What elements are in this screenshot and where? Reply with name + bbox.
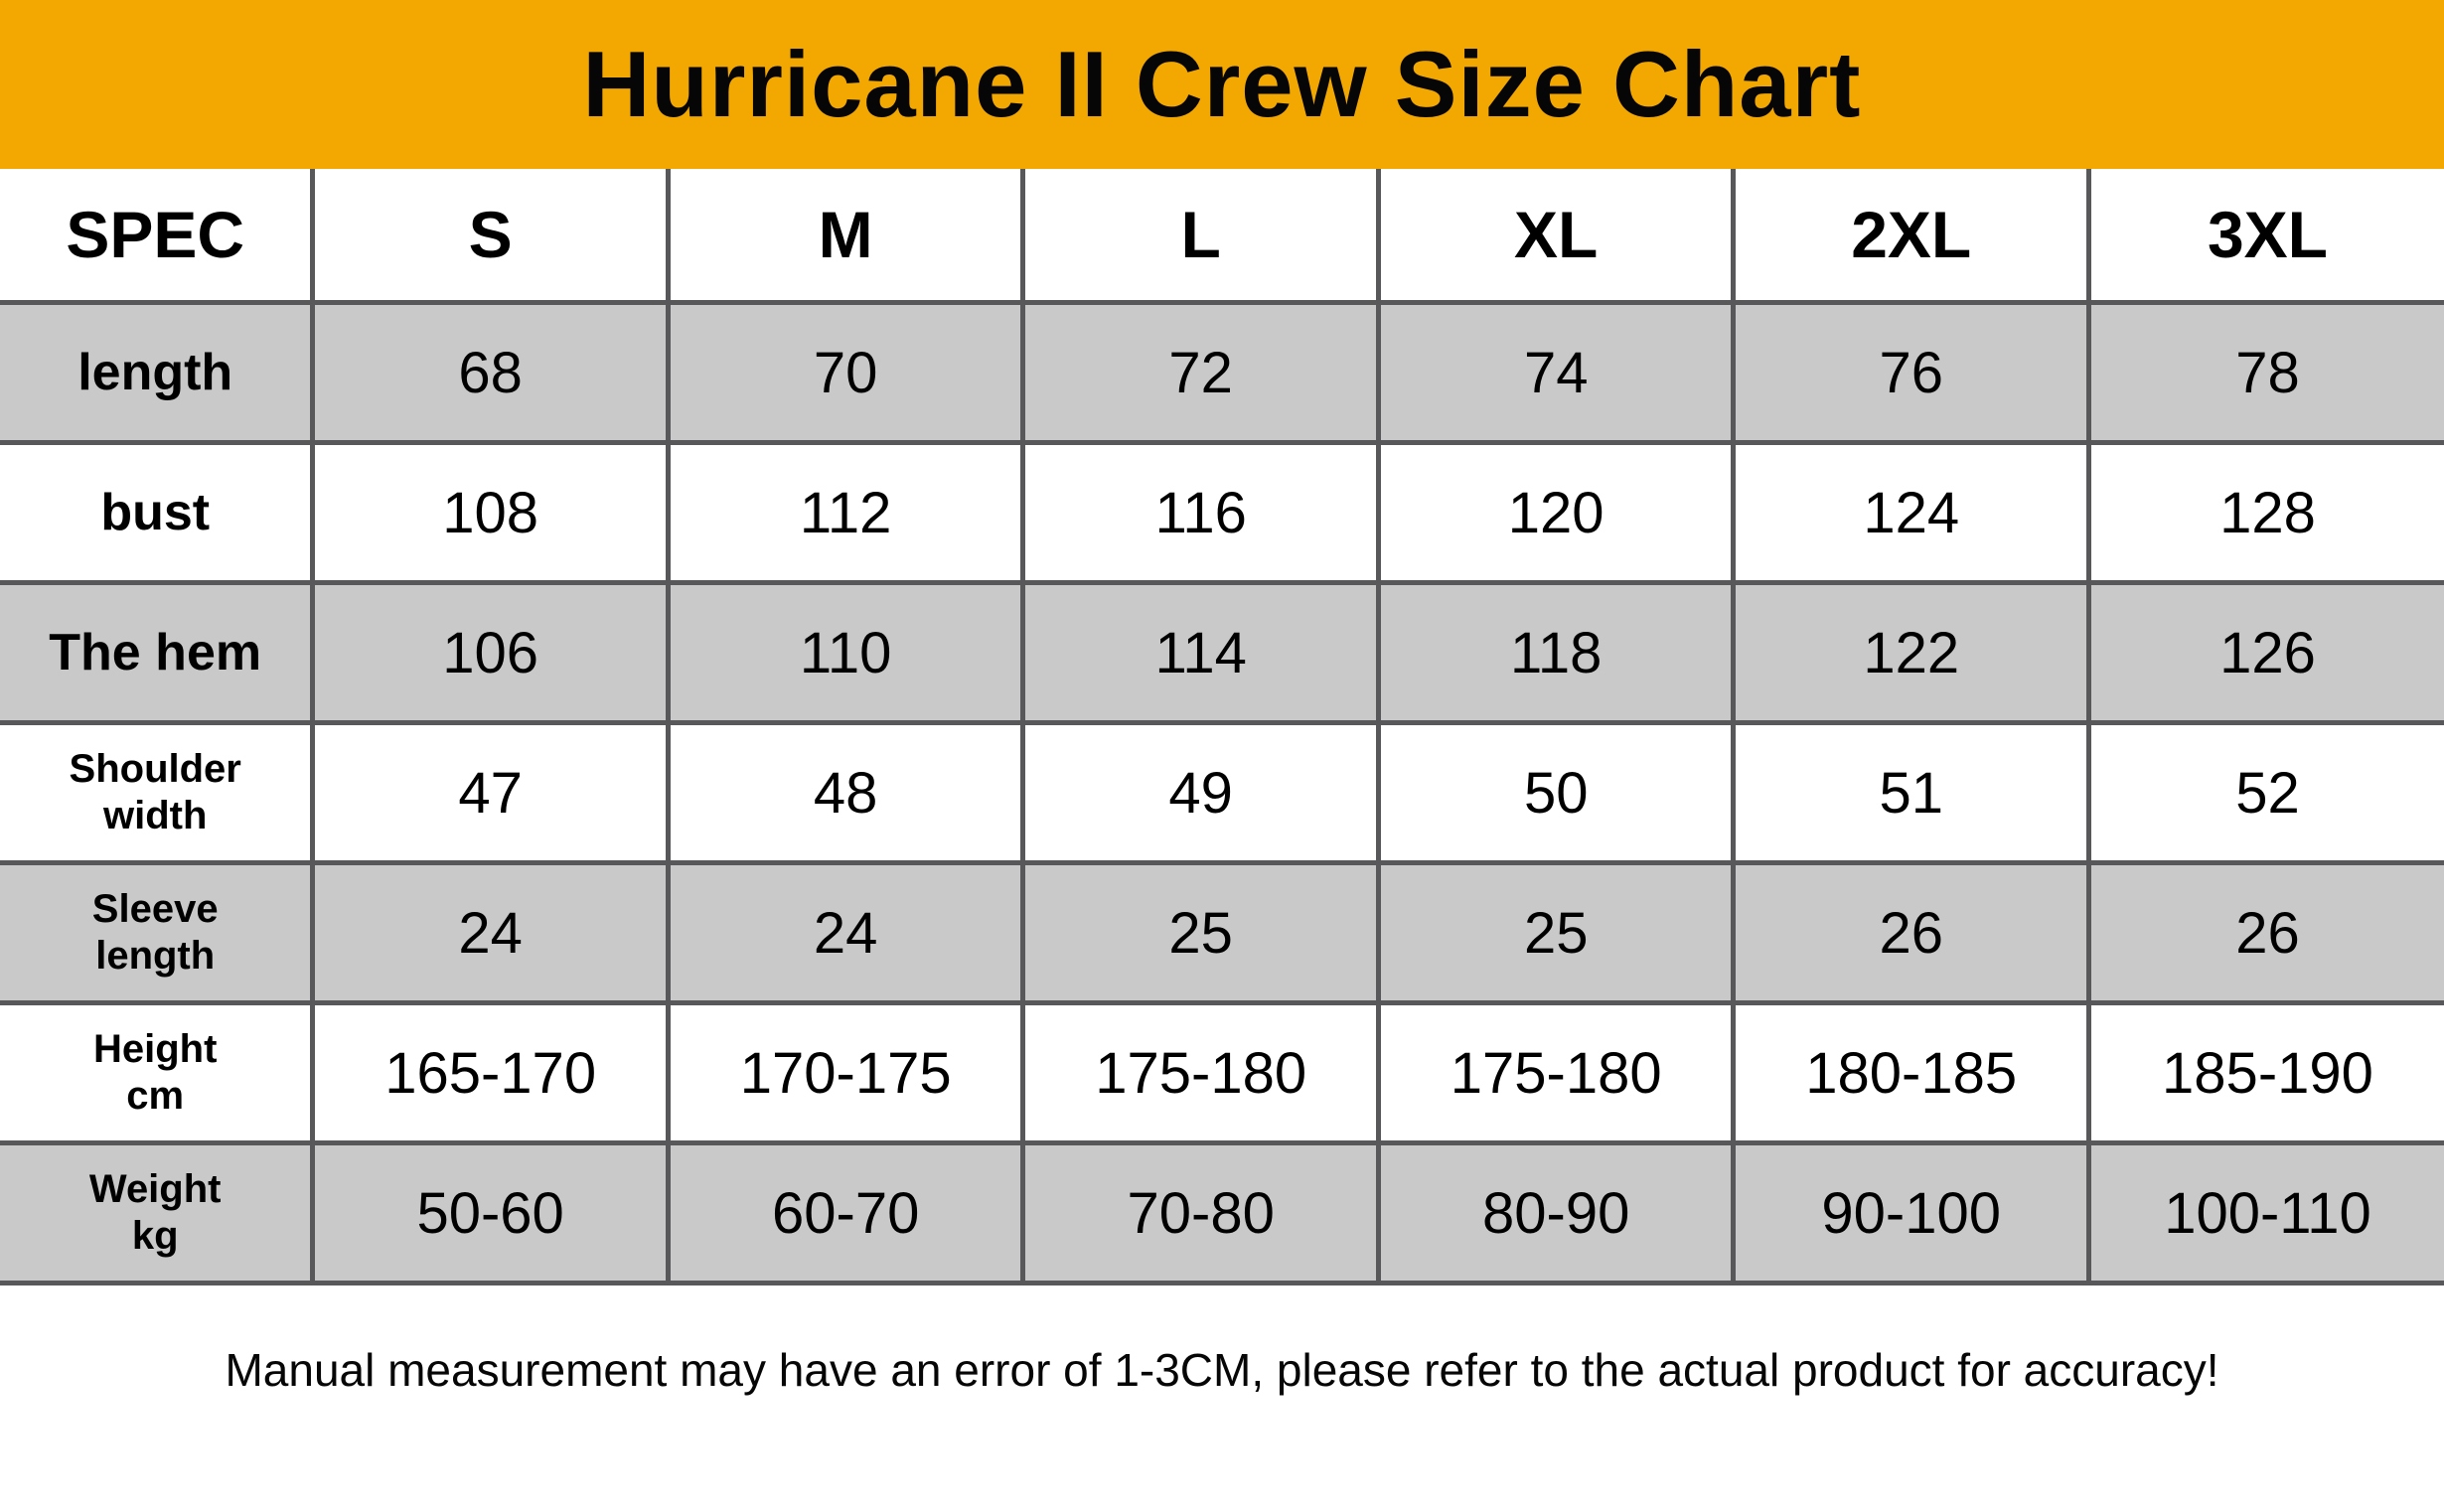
cell-height-xl: 175-180 (1375, 1000, 1737, 1145)
row-label-text: Shoulder (69, 746, 241, 791)
cell-weight-2xl: 90-100 (1731, 1140, 2091, 1285)
title-banner: Hurricane II Crew Size Chart (0, 0, 2444, 169)
size-chart-table: SPEC S M L XL 2XL 3XL length 68 70 72 74… (0, 169, 2444, 1285)
cell-bust-xl: 120 (1375, 440, 1737, 585)
cell-bust-l: 116 (1020, 440, 1381, 585)
row-label-text: width (102, 794, 208, 837)
cell-height-3xl: 185-190 (2085, 1000, 2444, 1145)
header-size-m: M (665, 169, 1026, 305)
cell-hem-m: 110 (665, 580, 1026, 725)
row-label-text: cm (126, 1074, 185, 1118)
cell-length-xl: 74 (1375, 300, 1737, 445)
cell-length-2xl: 76 (1731, 300, 2091, 445)
table-row-height: Height cm 165-170 170-175 175-180 175-18… (0, 1000, 2444, 1145)
table-row-sleeve-length: Sleeve length 24 24 25 25 26 26 (0, 860, 2444, 1005)
cell-sleeve-3xl: 26 (2085, 860, 2444, 1005)
header-spec: SPEC (0, 169, 316, 305)
cell-hem-3xl: 126 (2085, 580, 2444, 725)
row-label-length: length (0, 300, 316, 445)
row-label-text: Sleeve (91, 886, 219, 931)
header-size-2xl: 2XL (1731, 169, 2091, 305)
header-size-s: S (310, 169, 671, 305)
cell-bust-3xl: 128 (2085, 440, 2444, 585)
cell-shoulder-l: 49 (1020, 720, 1381, 865)
row-label-hem: The hem (0, 580, 316, 725)
cell-sleeve-m: 24 (665, 860, 1026, 1005)
row-label-text: Height (92, 1026, 218, 1071)
table-row-hem: The hem 106 110 114 118 122 126 (0, 580, 2444, 725)
cell-hem-l: 114 (1020, 580, 1381, 725)
row-label-weight: Weight kg (0, 1140, 316, 1285)
cell-bust-2xl: 124 (1731, 440, 2091, 585)
cell-length-s: 68 (310, 300, 671, 445)
page-title: Hurricane II Crew Size Chart (582, 32, 1862, 136)
cell-length-m: 70 (665, 300, 1026, 445)
cell-hem-2xl: 122 (1731, 580, 2091, 725)
cell-hem-xl: 118 (1375, 580, 1737, 725)
row-label-text: kg (131, 1214, 179, 1258)
row-label-text: The hem (49, 624, 262, 681)
header-size-l: L (1020, 169, 1381, 305)
cell-sleeve-s: 24 (310, 860, 671, 1005)
cell-height-l: 175-180 (1020, 1000, 1381, 1145)
table-row-weight: Weight kg 50-60 60-70 70-80 80-90 90-100… (0, 1140, 2444, 1285)
cell-height-m: 170-175 (665, 1000, 1026, 1145)
header-size-3xl: 3XL (2085, 169, 2444, 305)
measurement-disclaimer: Manual measurement may have an error of … (225, 1344, 2219, 1396)
row-label-sleeve-length: Sleeve length (0, 860, 316, 1005)
row-label-shoulder-width: Shoulder width (0, 720, 316, 865)
cell-shoulder-xl: 50 (1375, 720, 1737, 865)
cell-sleeve-2xl: 26 (1731, 860, 2091, 1005)
cell-bust-s: 108 (310, 440, 671, 585)
row-label-height: Height cm (0, 1000, 316, 1145)
row-label-bust: bust (0, 440, 316, 585)
header-size-xl: XL (1375, 169, 1737, 305)
table-row-shoulder-width: Shoulder width 47 48 49 50 51 52 (0, 720, 2444, 865)
cell-height-s: 165-170 (310, 1000, 671, 1145)
cell-shoulder-m: 48 (665, 720, 1026, 865)
cell-sleeve-l: 25 (1020, 860, 1381, 1005)
row-label-text: Weight (88, 1166, 222, 1211)
row-label-text: bust (100, 484, 211, 541)
cell-weight-m: 60-70 (665, 1140, 1026, 1285)
cell-height-2xl: 180-185 (1731, 1000, 2091, 1145)
cell-length-3xl: 78 (2085, 300, 2444, 445)
cell-hem-s: 106 (310, 580, 671, 725)
cell-weight-s: 50-60 (310, 1140, 671, 1285)
cell-sleeve-xl: 25 (1375, 860, 1737, 1005)
cell-shoulder-3xl: 52 (2085, 720, 2444, 865)
cell-shoulder-s: 47 (310, 720, 671, 865)
table-row-length: length 68 70 72 74 76 78 (0, 300, 2444, 445)
cell-bust-m: 112 (665, 440, 1026, 585)
row-label-text: length (95, 934, 216, 978)
cell-shoulder-2xl: 51 (1731, 720, 2091, 865)
table-row-bust: bust 108 112 116 120 124 128 (0, 440, 2444, 585)
row-label-text: length (77, 344, 233, 401)
cell-length-l: 72 (1020, 300, 1381, 445)
cell-weight-l: 70-80 (1020, 1140, 1381, 1285)
cell-weight-3xl: 100-110 (2085, 1140, 2444, 1285)
header-row: SPEC S M L XL 2XL 3XL (0, 169, 2444, 305)
footer: Manual measurement may have an error of … (0, 1285, 2444, 1506)
cell-weight-xl: 80-90 (1375, 1140, 1737, 1285)
